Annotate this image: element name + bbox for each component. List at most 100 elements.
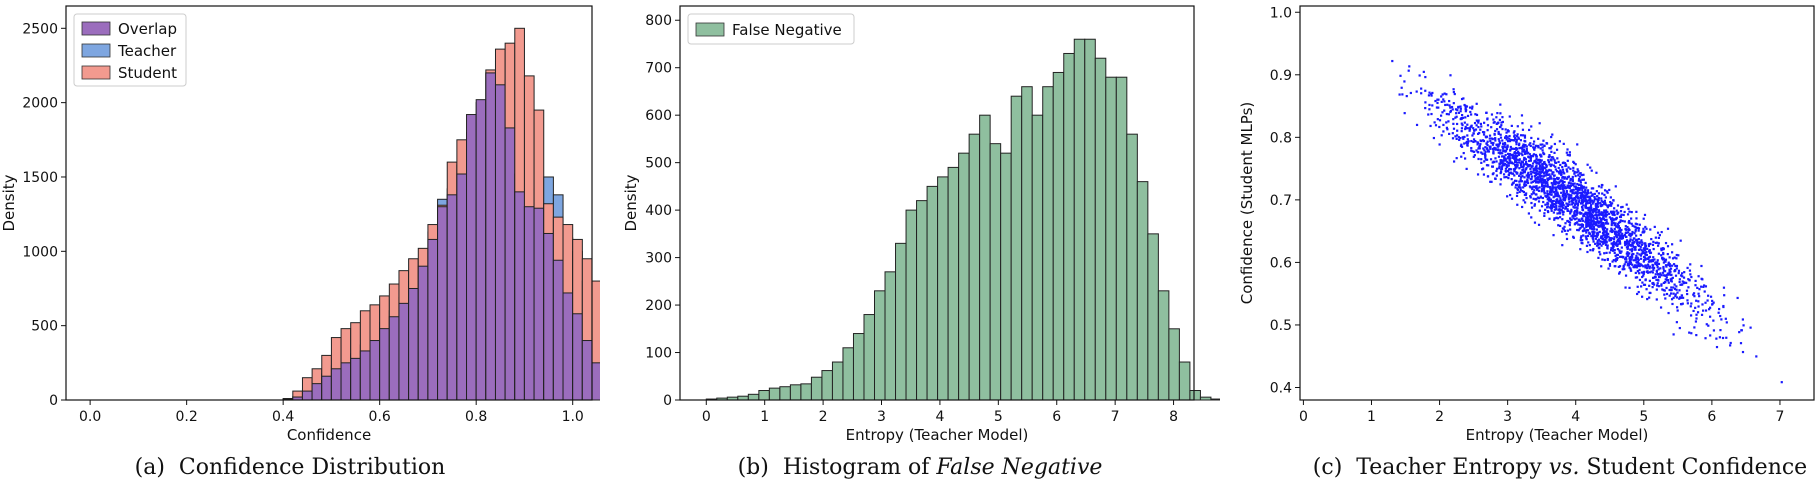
c-scatter-point — [1603, 239, 1606, 243]
c-scatter-point — [1451, 132, 1454, 135]
c-scatter-point — [1690, 332, 1693, 335]
c-scatter-point — [1561, 202, 1565, 205]
c-scatter-point — [1535, 193, 1538, 196]
c-scatter-point — [1601, 235, 1604, 238]
c-scatter-point — [1651, 276, 1655, 279]
c-scatter-point — [1559, 205, 1562, 208]
c-scatter-point — [1715, 345, 1719, 349]
c-scatter-point — [1459, 110, 1462, 113]
c-scatter-point — [1617, 221, 1620, 224]
c-scatter-point — [1631, 239, 1634, 242]
c-scatter-point — [1597, 243, 1600, 246]
a-legend-swatch — [81, 43, 111, 58]
c-scatter-point — [1626, 242, 1630, 245]
c-scatter-point — [1549, 189, 1552, 193]
c-scatter-point — [1576, 228, 1579, 232]
c-scatter-point — [1578, 175, 1582, 178]
c-scatter-point — [1675, 285, 1678, 288]
c-scatter-point — [1501, 145, 1504, 148]
c-scatter-point — [1498, 167, 1501, 170]
c-scatter-point — [1687, 278, 1690, 281]
c-scatter-point — [1504, 136, 1507, 139]
c-scatter-point — [1688, 269, 1692, 272]
c-scatter-point — [1602, 229, 1605, 233]
c-scatter-point — [1655, 284, 1659, 287]
c-scatter-point — [1576, 192, 1579, 195]
c-scatter-point — [1712, 319, 1715, 322]
c-scatter-point — [1638, 268, 1641, 271]
c-scatter-point — [1460, 117, 1463, 120]
c-scatter-point — [1577, 183, 1580, 186]
c-scatter-point — [1608, 239, 1611, 242]
c-scatter-point — [1669, 270, 1672, 273]
c-scatter-point — [1591, 227, 1594, 231]
c-scatter-point — [1647, 263, 1650, 266]
panel-a: 0.0 0.2 0.4 0.6 0.8 1.0 0 500 1000 1500 2000 2500 Co… — [0, 0, 600, 450]
c-scatter-point — [1548, 163, 1551, 166]
c-scatter-point — [1559, 187, 1562, 190]
c-scatter-point — [1640, 239, 1643, 242]
c-scatter-point — [1583, 214, 1586, 217]
c-scatter-point — [1613, 224, 1616, 227]
c-scatter-point — [1662, 289, 1665, 292]
c-scatter-point — [1579, 172, 1582, 175]
c-scatter-point — [1648, 267, 1651, 270]
c-scatter-point — [1550, 159, 1553, 162]
c-scatter-point — [1519, 186, 1522, 189]
c-scatter-point — [1692, 309, 1695, 313]
c-scatter-point — [1591, 211, 1594, 214]
c-y-tick-label: 0.4 — [1270, 380, 1292, 396]
c-scatter-point — [1577, 170, 1580, 173]
c-scatter-point — [1536, 178, 1539, 181]
c-scatter-point — [1579, 184, 1583, 187]
c-scatter-point — [1780, 381, 1783, 384]
c-scatter-point — [1512, 157, 1516, 160]
c-scatter-point — [1639, 245, 1642, 248]
c-scatter-point — [1546, 202, 1549, 206]
c-scatter-point — [1566, 209, 1569, 213]
c-scatter-point — [1606, 206, 1609, 209]
caption-a-text: Confidence Distribution — [178, 455, 446, 480]
caption-c-prefix: (c) — [1312, 455, 1343, 480]
c-scatter-point — [1597, 199, 1600, 202]
c-scatter-point — [1440, 95, 1443, 98]
c-scatter-point — [1628, 239, 1631, 243]
c-scatter-point — [1634, 230, 1637, 233]
c-scatter-point — [1654, 262, 1657, 266]
c-scatter-point — [1547, 155, 1550, 159]
c-scatter-point — [1575, 213, 1578, 216]
c-scatter-point — [1534, 144, 1538, 147]
c-scatter-point — [1656, 231, 1660, 234]
c-scatter-point — [1553, 190, 1556, 194]
c-scatter-point — [1676, 306, 1679, 309]
c-scatter-point — [1623, 242, 1627, 245]
c-scatter-point — [1635, 210, 1638, 213]
c-scatter-point — [1530, 193, 1533, 196]
c-scatter-point — [1539, 160, 1542, 163]
c-scatter-point — [1590, 194, 1593, 197]
c-scatter-point — [1603, 258, 1606, 262]
c-x-tick-label: 0 — [1299, 409, 1308, 425]
c-scatter-point — [1518, 158, 1521, 161]
c-scatter-point — [1600, 240, 1603, 243]
c-scatter-point — [1596, 217, 1599, 221]
b-x-tick-label: 4 — [935, 409, 944, 425]
c-scatter-point — [1590, 208, 1593, 212]
b-bar — [831, 361, 844, 401]
c-scatter-point — [1588, 231, 1591, 234]
c-scatter-point — [1567, 193, 1571, 196]
c-scatter-point — [1647, 244, 1650, 248]
c-scatter-point — [1584, 181, 1587, 184]
c-scatter-point — [1560, 202, 1563, 205]
c-scatter-point — [1564, 205, 1567, 208]
a-bar-overlap — [523, 206, 535, 401]
c-scatter-point — [1550, 201, 1553, 204]
c-scatter-point — [1591, 193, 1594, 196]
c-scatter-point — [1605, 230, 1608, 233]
c-scatter-point — [1541, 179, 1544, 182]
c-scatter-point — [1651, 263, 1654, 267]
c-scatter-point — [1618, 251, 1622, 254]
c-scatter-point — [1577, 196, 1580, 200]
c-scatter-point — [1605, 213, 1609, 216]
c-scatter-point — [1470, 113, 1473, 116]
